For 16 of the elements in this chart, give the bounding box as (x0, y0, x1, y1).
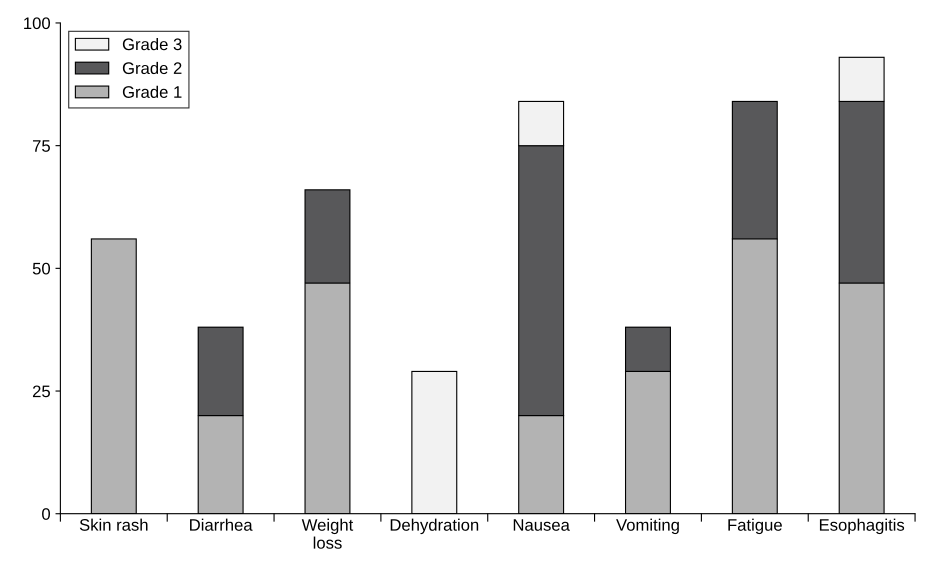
x-tick-label: Fatigue (728, 518, 782, 534)
x-tick-label: Weight loss (302, 518, 354, 549)
x-tick-label: Dehydration (390, 518, 478, 534)
x-tick-label: Vomiting (616, 518, 679, 534)
x-tick-label: Nausea (514, 519, 570, 531)
y-tick-label: 100 (24, 17, 50, 30)
y-tick-label: 75 (32, 140, 50, 152)
y-tick-label: 50 (32, 262, 50, 275)
x-tick-label: Esophagitis (820, 518, 904, 534)
legend-label: Grade 2 (122, 62, 182, 74)
y-tick-label: 25 (32, 385, 50, 398)
legend-label: Grade 3 (122, 38, 182, 50)
x-tick-label: Diarrhea (190, 518, 253, 531)
x-tick-label: Skin rash (80, 518, 148, 531)
y-tick-label: 0 (42, 508, 50, 520)
legend-label: Grade 1 (122, 86, 182, 98)
